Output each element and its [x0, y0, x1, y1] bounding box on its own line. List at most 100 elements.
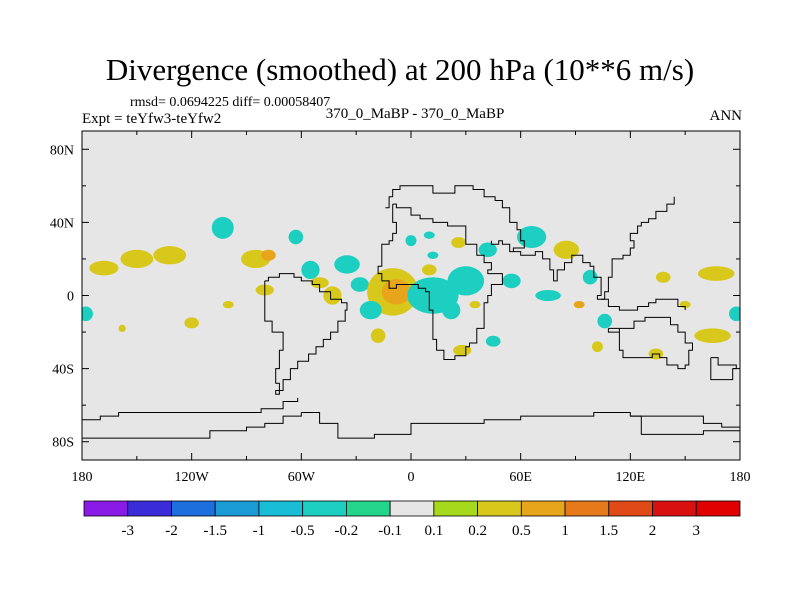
contour-region — [118, 324, 126, 333]
contour-region — [301, 260, 320, 280]
colorbar-swatch — [433, 500, 479, 517]
x-tick-label: 120E — [616, 470, 646, 485]
colorbar-swatch — [171, 500, 216, 517]
case-label: 370_0_MaBP - 370_0_MaBP — [325, 106, 505, 122]
colorbar-label: -1 — [253, 523, 266, 539]
coastline — [630, 415, 740, 435]
colorbar-label: 3 — [693, 523, 701, 539]
y-axis: 80N 40N 0 40S 80S — [50, 143, 740, 451]
colorbar-swatch — [83, 500, 129, 517]
y-tick-label: 80S — [52, 436, 74, 451]
colorbar-label: -3 — [121, 523, 134, 539]
colorbar-swatch — [608, 500, 653, 517]
colorbar: -3 -2 -1.5 -1 -0.5 -0.2 -0.1 0.1 0.2 0.5 1 1.5 2 3 — [83, 500, 741, 539]
contour-region — [184, 317, 199, 329]
y-tick-label: 40N — [50, 216, 74, 231]
colorbar-swatch — [214, 500, 260, 517]
colorbar-swatch — [477, 500, 522, 517]
contour-region — [211, 216, 234, 239]
continent-outlines — [82, 185, 740, 439]
colorbar-label: 0.1 — [424, 523, 443, 539]
x-tick-label: 60E — [509, 470, 532, 485]
contour-region — [447, 266, 485, 296]
colorbar-label: 0.2 — [468, 523, 487, 539]
contour-region — [694, 328, 731, 344]
coastline — [607, 316, 693, 370]
colorbar-label: 1 — [561, 523, 569, 539]
contour-region — [359, 300, 382, 320]
contour-region — [573, 300, 585, 309]
colorbar-swatch — [302, 500, 347, 517]
contour-region — [334, 255, 360, 274]
contour-region — [423, 231, 435, 239]
contour-region — [697, 266, 735, 281]
x-tick-label: 180 — [72, 470, 93, 485]
contour-region — [350, 277, 369, 292]
contour-region — [370, 328, 386, 344]
colorbar-swatch — [652, 500, 697, 517]
contour-region — [82, 306, 93, 322]
colorbar-label: -0.1 — [378, 523, 402, 539]
contour-region — [421, 264, 437, 276]
contour-region — [153, 246, 187, 265]
contour-region — [89, 260, 119, 276]
coastline — [710, 357, 737, 381]
season-label: ANN — [709, 108, 743, 124]
experiment-label: Expt = teYfw3-teYfw2 — [82, 111, 222, 127]
coastline — [385, 185, 525, 253]
contour-region — [729, 306, 740, 322]
x-tick-label: 180 — [730, 470, 751, 485]
colorbar-swatch — [345, 500, 391, 517]
coastline — [601, 298, 686, 311]
contour-region — [597, 313, 613, 329]
contour-region — [591, 341, 603, 353]
y-tick-label: 80N — [50, 143, 74, 158]
contour-region — [405, 235, 417, 247]
y-tick-label: 40S — [52, 363, 74, 378]
contour-region — [310, 277, 329, 289]
contour-fills — [82, 216, 740, 360]
contour-region — [655, 271, 671, 283]
contour-region — [222, 300, 234, 309]
colorbar-swatch — [695, 500, 741, 517]
coastline — [82, 397, 299, 421]
contour-region — [553, 240, 580, 259]
colorbar-label: -0.5 — [291, 523, 315, 539]
colorbar-swatch — [564, 500, 610, 517]
colorbar-label: -2 — [165, 523, 178, 539]
colorbar-label: 2 — [649, 523, 657, 539]
colorbar-swatch — [520, 500, 566, 517]
contour-region — [261, 249, 276, 261]
coastline — [264, 273, 348, 395]
coastline — [377, 203, 503, 360]
contour-region — [442, 300, 461, 320]
colorbar-label: 0.5 — [512, 523, 531, 539]
contour-region — [517, 226, 547, 248]
contour-region — [478, 242, 497, 258]
contour-region — [120, 249, 154, 269]
x-tick-label: 120W — [175, 470, 210, 485]
contour-region — [469, 300, 481, 309]
coastline — [301, 412, 740, 439]
contour-region — [427, 251, 439, 259]
contour-region — [323, 286, 342, 305]
colorbar-label: -1.5 — [203, 523, 227, 539]
contour-region — [535, 290, 561, 301]
contour-region — [502, 273, 521, 289]
coastline — [513, 196, 675, 300]
colorbar-swatch — [389, 500, 435, 517]
colorbar-swatch — [258, 500, 304, 517]
coastline — [82, 412, 302, 439]
x-axis: 180 120W 60W 0 60E 120E 180 — [72, 131, 751, 485]
contour-region — [453, 344, 472, 356]
y-tick-label: 0 — [67, 290, 74, 305]
x-tick-label: 60W — [288, 470, 316, 485]
rmsd-diff-stats: rmsd= 0.0694225 diff= 0.00058407 — [130, 95, 331, 110]
x-tick-label: 0 — [408, 470, 415, 485]
contour-region — [288, 229, 304, 245]
colorbar-label: 1.5 — [599, 523, 618, 539]
colorbar-label: -0.2 — [335, 523, 359, 539]
contour-region — [381, 279, 411, 305]
